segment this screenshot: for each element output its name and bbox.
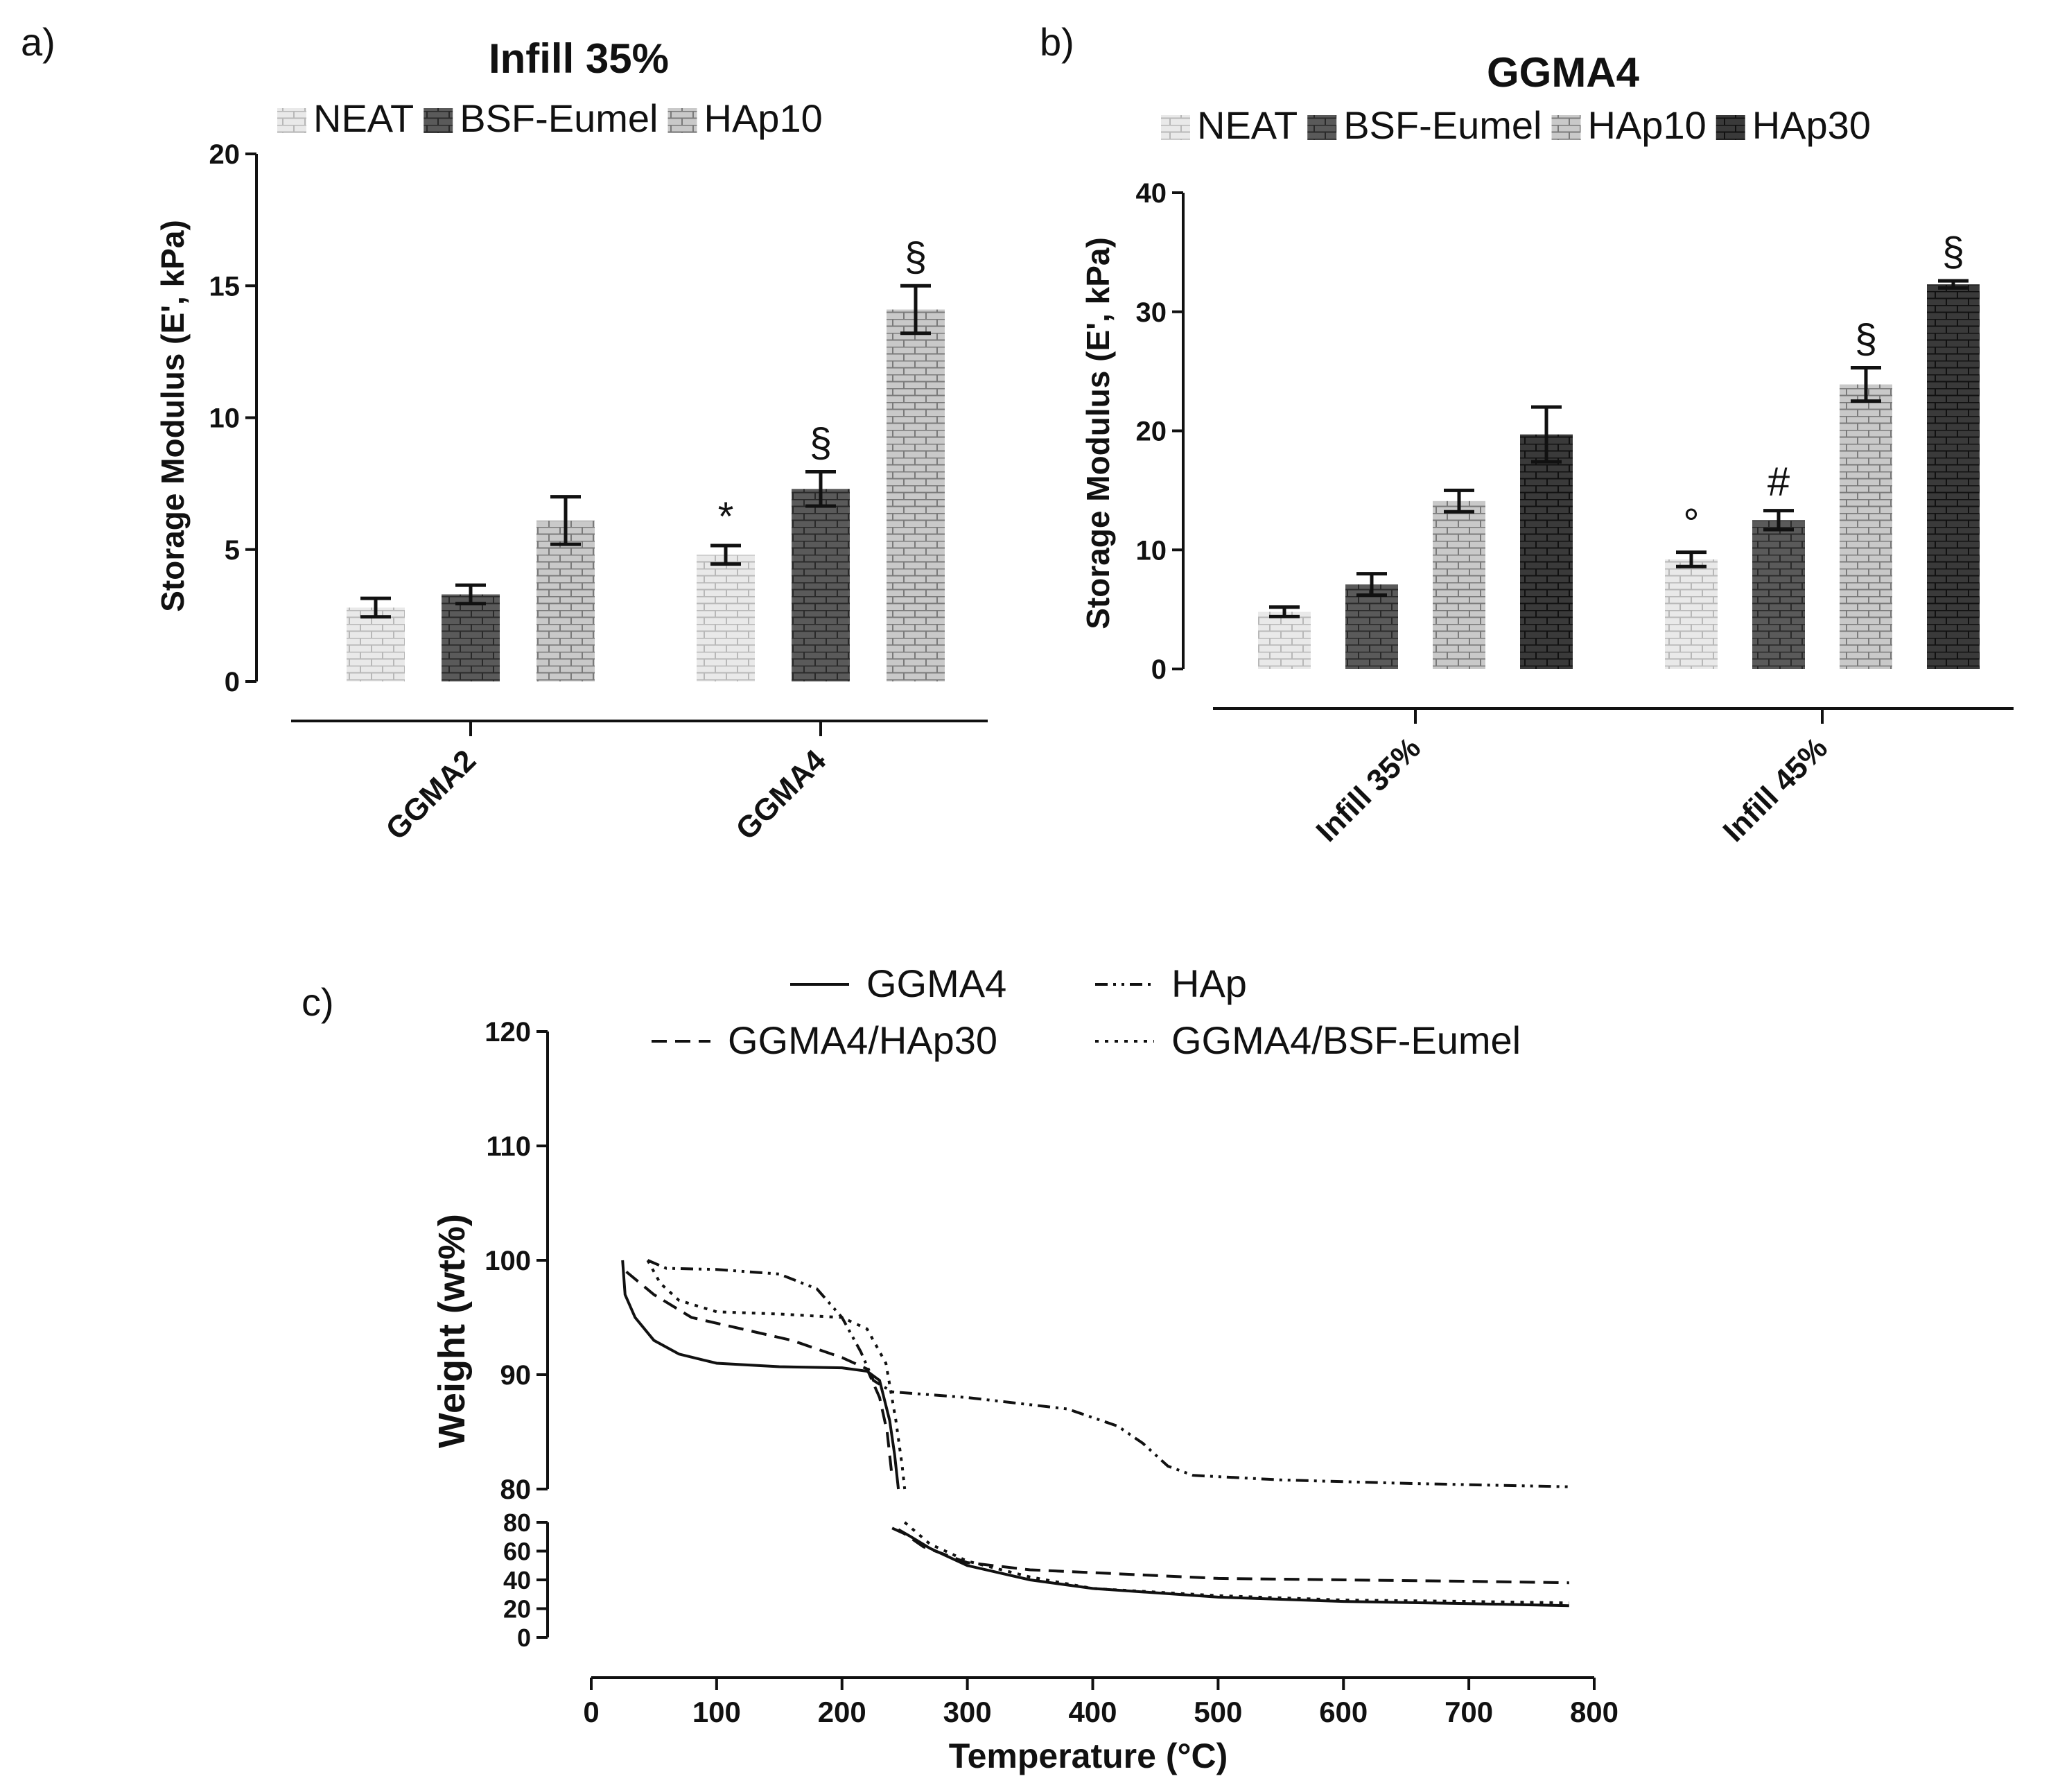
y-tick-label: 10: [209, 403, 241, 434]
panel-c-y-axis-label: Weight (wt%): [431, 1214, 473, 1448]
panel-a-label: a): [21, 20, 55, 64]
panel-b-title: GGMA4: [1487, 49, 1640, 96]
panel-c-chart: c) GGMA4 HAp GGMA4/HAp30 GGMA4/BSF-Eumel 80…: [302, 962, 1618, 1775]
legend-swatch-bsf-eumel: [1307, 115, 1337, 140]
panel-c-legend: GGMA4 HAp GGMA4/HAp30 GGMA4/BSF-Eumel: [652, 962, 1521, 1062]
significance-mark: °: [1683, 501, 1699, 546]
bar-neat: [1258, 611, 1311, 669]
x-tick-label: 0: [583, 1696, 599, 1728]
y-tick-label: 40: [1136, 178, 1167, 209]
panel-b-legend: NEAT BSF-Eumel HAp10 HAp30: [1161, 103, 1871, 147]
legend-label-bsf-eumel: BSF-Eumel: [1343, 103, 1542, 147]
legend-swatch-neat: [277, 108, 306, 133]
y-tick-label: 0: [517, 1624, 531, 1652]
legend-label-ggma4: GGMA4: [866, 962, 1006, 1005]
bar-hap30: [1520, 434, 1573, 669]
x-category-label: Infill 35%: [1310, 731, 1428, 849]
y-tick-label: 15: [209, 271, 241, 302]
y-tick-label: 30: [1136, 297, 1167, 328]
x-tick-label: 700: [1445, 1696, 1493, 1728]
y-tick-label: 20: [1136, 417, 1167, 447]
significance-mark: #: [1768, 460, 1790, 505]
bar-hap10: [536, 520, 595, 681]
panel-a-chart: a) Infill 35% NEAT BSF-Eumel HAp10 0 5 10 15 2…: [21, 20, 988, 846]
x-tick-label: 200: [818, 1696, 866, 1728]
bar-hap10: [1433, 501, 1485, 669]
panel-b-plot: 0 10 20 30 40 Infill 35% ° # § § Infill 45%: [1136, 178, 2014, 849]
legend-label-ggma4-bsf-eumel: GGMA4/BSF-Eumel: [1171, 1018, 1521, 1062]
legend-label-neat: NEAT: [1197, 103, 1298, 147]
bar-bsf-eumel: [1752, 520, 1805, 669]
bar-neat: [697, 555, 755, 681]
significance-mark: *: [718, 494, 734, 539]
bar-hap10: [1840, 384, 1892, 669]
x-tick-label: 300: [943, 1696, 992, 1728]
series-line-ggma4-lower: [898, 1528, 1569, 1608]
legend-label-hap: HAp: [1171, 962, 1247, 1005]
significance-mark: §: [1942, 229, 1964, 275]
y-tick-label: 20: [503, 1595, 531, 1624]
legend-swatch-hap30: [1716, 115, 1745, 140]
y-tick-label: 90: [500, 1360, 532, 1391]
panel-a-legend: NEAT BSF-Eumel HAp10: [277, 96, 823, 140]
panel-c-label: c): [302, 980, 334, 1024]
y-tick-label: 80: [500, 1475, 532, 1505]
y-tick-label: 120: [485, 1017, 531, 1047]
legend-label-hap10: HAp10: [704, 96, 823, 140]
y-tick-label: 5: [225, 535, 240, 566]
legend-swatch-neat: [1161, 115, 1190, 140]
panel-a-plot: 0 5 10 15 20 GGMA2 * § § GGMA4: [209, 139, 988, 846]
x-category-label: GGMA4: [729, 743, 832, 846]
x-tick-label: 500: [1194, 1696, 1242, 1728]
bar-neat: [347, 607, 405, 681]
series-line-ggma4-bsf-eumel-lower: [903, 1521, 1569, 1605]
panel-b-chart: b) GGMA4 NEAT BSF-Eumel HAp10 HAp30 0 10 20 30…: [1040, 20, 2014, 849]
legend-swatch-hap10: [667, 108, 697, 133]
x-tick-label: 400: [1068, 1696, 1117, 1728]
panel-a-title: Infill 35%: [489, 35, 669, 82]
panel-c-x-axis-label: Temperature (°C): [949, 1737, 1228, 1775]
panel-b-y-axis-label: Storage Modulus (E', kPa): [1080, 237, 1116, 629]
series-line-ggma4-upper: [621, 1260, 900, 1490]
y-tick-label: 0: [225, 667, 240, 697]
x-tick-label: 800: [1570, 1696, 1618, 1728]
legend-label-bsf-eumel: BSF-Eumel: [460, 96, 658, 140]
y-tick-label: 100: [485, 1246, 531, 1276]
significance-mark: §: [810, 421, 832, 466]
legend-label-hap30: HAp30: [1752, 103, 1871, 147]
y-tick-label: 80: [503, 1508, 531, 1537]
bar-bsf-eumel: [442, 594, 500, 681]
bar-bsf-eumel: [792, 489, 850, 681]
y-tick-label: 110: [486, 1131, 531, 1162]
x-category-label: Infill 45%: [1717, 731, 1835, 849]
significance-mark: §: [905, 234, 927, 279]
bar-neat: [1665, 559, 1718, 669]
bar-bsf-eumel: [1345, 584, 1398, 669]
x-tick-label: 100: [692, 1696, 741, 1728]
y-tick-label: 20: [209, 139, 241, 170]
legend-swatch-hap10: [1551, 115, 1581, 140]
legend-label-neat: NEAT: [313, 96, 414, 140]
panel-a-y-axis-label: Storage Modulus (E', kPa): [155, 220, 191, 612]
y-tick-label: 60: [503, 1538, 531, 1566]
legend-swatch-bsf-eumel: [424, 108, 453, 133]
series-line-hap-upper: [647, 1259, 1569, 1488]
legend-label-hap10: HAp10: [1588, 103, 1707, 147]
y-tick-label: 40: [503, 1566, 531, 1594]
y-tick-label: 0: [1151, 654, 1167, 685]
legend-label-ggma4-hap30: GGMA4/HAp30: [728, 1018, 997, 1062]
panel-b-label: b): [1040, 20, 1074, 64]
x-category-label: GGMA2: [379, 743, 482, 846]
bar-hap30: [1927, 284, 1980, 669]
y-tick-label: 10: [1136, 535, 1167, 566]
series-line-ggma4-bsf-eumel-upper: [646, 1260, 907, 1490]
x-tick-label: 600: [1319, 1696, 1368, 1728]
bar-hap10: [887, 309, 945, 681]
series-line-ggma4-hap30-lower: [891, 1526, 1569, 1585]
significance-mark: §: [1855, 316, 1877, 361]
series-line-ggma4-hap30-upper: [625, 1270, 894, 1478]
